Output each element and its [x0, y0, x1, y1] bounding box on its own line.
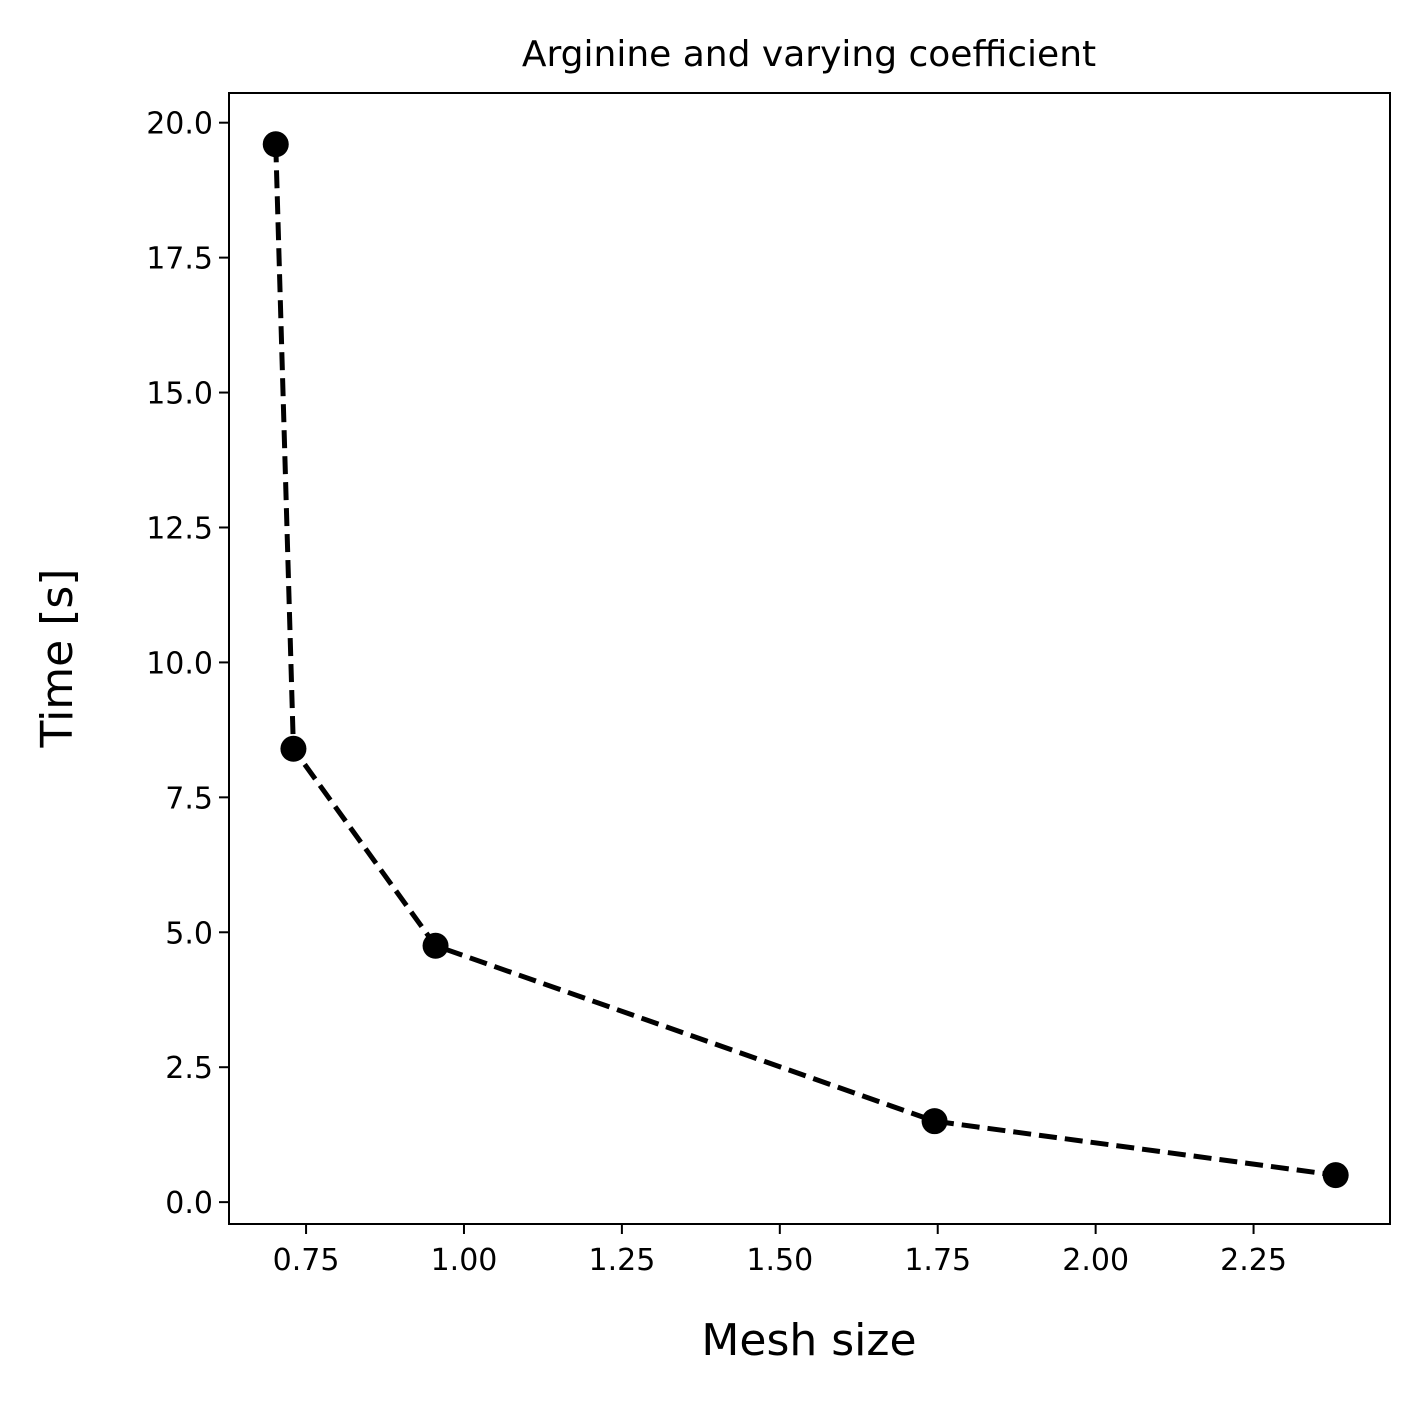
y-tick-label: 15.0: [146, 377, 213, 412]
x-tick-label: 1.75: [904, 1243, 971, 1278]
x-tick-label: 1.50: [746, 1243, 813, 1278]
x-axis-ticks: 0.75 1.00 1.25 1.50 1.75 2.00 2.25: [273, 1224, 1287, 1278]
data-point: [280, 735, 307, 762]
y-tick-label: 2.5: [165, 1051, 213, 1086]
chart-title: Arginine and varying coefficient: [522, 34, 1096, 75]
data-point: [262, 131, 289, 158]
data-point: [921, 1108, 948, 1135]
y-tick-label: 0.0: [165, 1186, 213, 1221]
y-tick-label: 5.0: [165, 916, 213, 951]
plot-series: [262, 131, 1349, 1189]
plot-frame: [228, 92, 1391, 1225]
x-axis-label: Mesh size: [701, 1315, 916, 1366]
y-axis-label: Time [s]: [32, 569, 83, 749]
y-axis-ticks: 0.0 2.5 5.0 7.5 10.0 12.5 15.0 17.5 20.0: [146, 107, 229, 1221]
x-tick-label: 2.00: [1062, 1243, 1129, 1278]
x-tick-label: 1.25: [588, 1243, 655, 1278]
y-tick-label: 7.5: [165, 781, 213, 816]
y-tick-label: 10.0: [146, 646, 213, 681]
y-tick-label: 20.0: [146, 107, 213, 142]
x-tick-label: 0.75: [273, 1243, 340, 1278]
x-tick-label: 1.00: [431, 1243, 498, 1278]
y-tick-label: 12.5: [146, 511, 213, 546]
data-point: [1322, 1162, 1349, 1189]
y-tick-label: 17.5: [146, 242, 213, 277]
x-tick-label: 2.25: [1220, 1243, 1287, 1278]
data-point: [422, 932, 449, 959]
